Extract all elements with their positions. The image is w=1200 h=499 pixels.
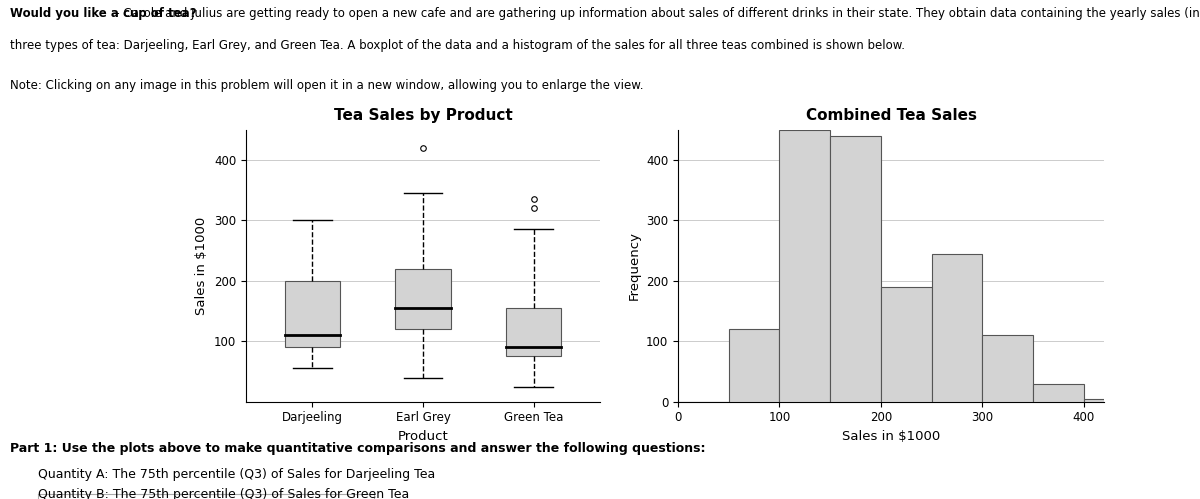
Text: Part 1: Use the plots above to make quantitative comparisons and answer the foll: Part 1: Use the plots above to make quan… (10, 442, 706, 455)
Bar (506, 308, 562, 356)
X-axis label: Sales in $1000: Sales in $1000 (842, 430, 940, 443)
Text: three types of tea: Darjeeling, Earl Grey, and Green Tea. A boxplot of the data : three types of tea: Darjeeling, Earl Gre… (10, 39, 905, 52)
Text: Quantity A: The 75th percentile (Q3) of Sales for Darjeeling Tea: Quantity A: The 75th percentile (Q3) of … (38, 468, 436, 481)
Bar (830, 136, 881, 402)
Bar (728, 329, 780, 402)
Bar (1033, 384, 1084, 402)
Text: – Carole and Julius are getting ready to open a new cafe and are gathering up in: – Carole and Julius are getting ready to… (110, 7, 1200, 20)
Bar (931, 253, 983, 402)
Bar (395, 269, 451, 329)
Bar (284, 281, 340, 347)
X-axis label: Product: Product (397, 430, 449, 443)
Text: Quantity B: The 75th percentile (Q3) of Sales for Green Tea: Quantity B: The 75th percentile (Q3) of … (38, 488, 409, 499)
Text: Note: Clicking on any image in this problem will open it in a new window, allowi: Note: Clicking on any image in this prob… (10, 79, 643, 92)
Title: Tea Sales by Product: Tea Sales by Product (334, 108, 512, 123)
Bar (881, 287, 931, 402)
Bar (983, 335, 1033, 402)
Y-axis label: Sales in $1000: Sales in $1000 (196, 217, 209, 315)
Title: Combined Tea Sales: Combined Tea Sales (805, 108, 977, 123)
Bar (1084, 399, 1134, 402)
Bar (780, 130, 830, 402)
Text: Would you like a cup of tea?: Would you like a cup of tea? (10, 7, 197, 20)
Y-axis label: Frequency: Frequency (628, 231, 641, 300)
